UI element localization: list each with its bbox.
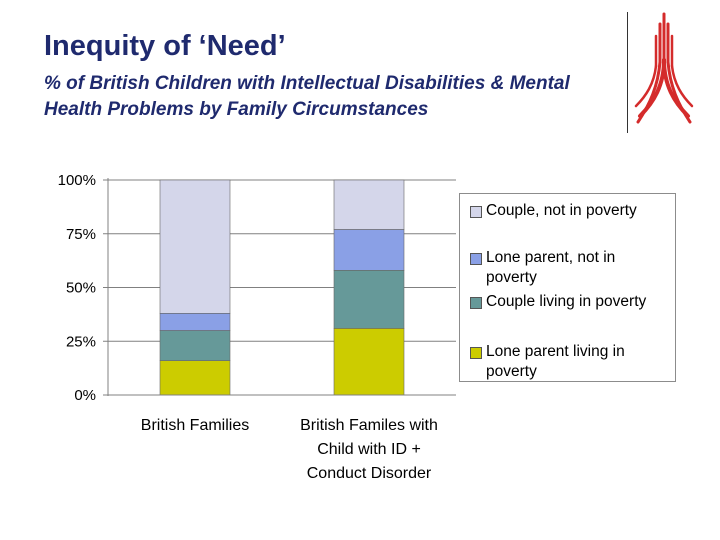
bar-segment — [333, 179, 405, 230]
x-category-label: British Familes with Child with ID + Condu… — [300, 417, 438, 482]
y-tick-label: 50% — [66, 280, 96, 297]
y-tick-label: 0% — [74, 387, 96, 404]
bar-segment — [159, 312, 231, 331]
legend-swatch — [470, 347, 482, 359]
bar-segment — [159, 179, 231, 314]
legend-label: Lone parent living in poverty — [486, 342, 676, 382]
slide-subtitle: % of British Children with Intellectual … — [44, 73, 570, 120]
bar-segment — [333, 269, 405, 329]
legend-label: Couple, not in poverty — [486, 201, 676, 221]
legend-label: Couple living in poverty — [486, 292, 676, 312]
legend-swatch — [470, 206, 482, 218]
legend-label-line: poverty — [486, 269, 537, 286]
legend-label-line: Couple living in poverty — [486, 293, 647, 310]
red-tree-logo-icon — [634, 12, 694, 124]
slide-title: Inequity of ‘Need’ — [44, 30, 286, 62]
bar-segment — [159, 360, 231, 396]
y-tick-label: 25% — [66, 333, 96, 350]
y-tick-label: 75% — [66, 226, 96, 243]
bars — [159, 179, 405, 396]
bar-segment — [333, 229, 405, 271]
x-category-label: British Families — [141, 417, 249, 434]
x-category-labels: British Families British Familes with Chil… — [141, 417, 438, 482]
legend-label-line: Couple, not in poverty — [486, 202, 637, 219]
legend-label-line: Lone parent living in — [486, 343, 625, 360]
legend-label-line: poverty — [486, 363, 537, 380]
bar-segment — [159, 330, 231, 361]
legend-label: Lone parent, not in poverty — [486, 248, 676, 288]
y-tick-labels: 0% 25% 50% 75% 100% — [58, 172, 96, 404]
y-tick-label: 100% — [58, 172, 96, 189]
legend-label-line: Lone parent, not in — [486, 249, 616, 266]
axes — [107, 178, 456, 396]
bar-segment — [333, 328, 405, 396]
legend-swatch — [470, 253, 482, 265]
chart-legend: Couple, not in poverty Lone parent, not i… — [459, 193, 676, 382]
header-divider — [627, 12, 628, 133]
legend-swatch — [470, 297, 482, 309]
